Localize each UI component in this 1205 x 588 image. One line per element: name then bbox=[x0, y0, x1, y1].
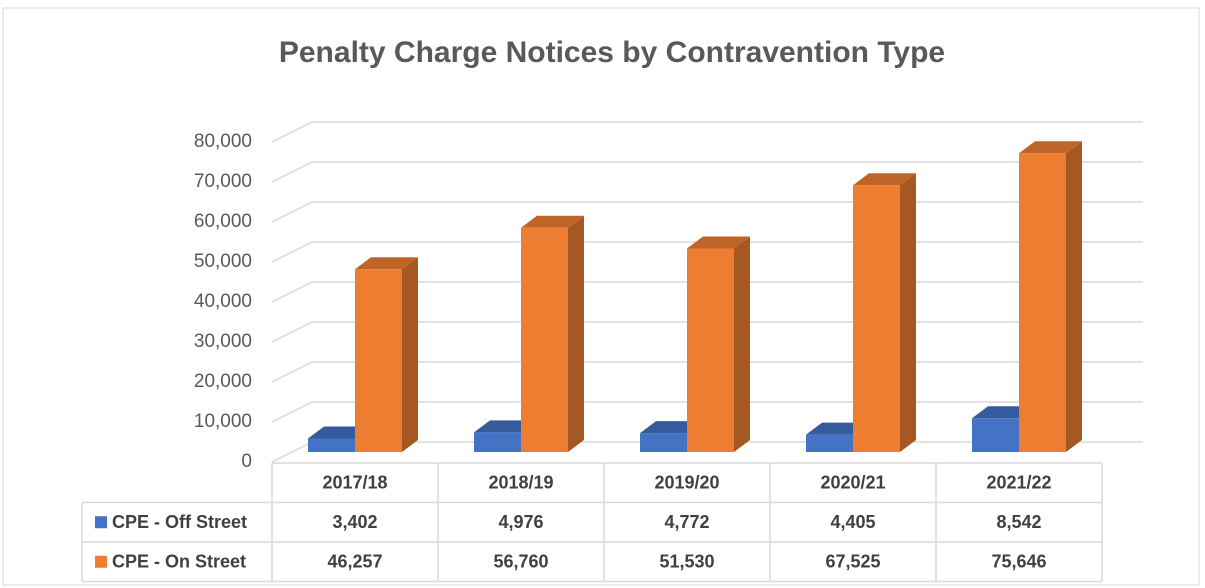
chart-title: Penalty Charge Notices by Contravention … bbox=[279, 36, 945, 69]
y-tick-label: 40,000 bbox=[194, 291, 252, 312]
bar bbox=[687, 236, 750, 452]
bar-front bbox=[853, 185, 900, 452]
bar-front bbox=[355, 269, 402, 452]
bar bbox=[355, 257, 418, 452]
x-tick-label: 2019/20 bbox=[654, 473, 719, 493]
legend-swatch bbox=[95, 555, 107, 568]
y-tick-label: 50,000 bbox=[194, 251, 252, 272]
bar-front bbox=[521, 227, 568, 452]
bar-front bbox=[687, 248, 734, 452]
y-tick-label: 80,000 bbox=[194, 131, 252, 152]
bar bbox=[521, 215, 584, 452]
data-table-value: 46,257 bbox=[327, 552, 382, 572]
bar-side bbox=[402, 257, 418, 452]
grid-line bbox=[271, 161, 1143, 183]
legend-label: CPE - On Street bbox=[112, 552, 246, 572]
data-table-value: 4,772 bbox=[664, 512, 709, 532]
legend-label: CPE - Off Street bbox=[112, 512, 247, 532]
bar-side bbox=[568, 215, 584, 452]
y-tick-label: 60,000 bbox=[194, 211, 252, 232]
data-table-value: 3,402 bbox=[332, 512, 377, 532]
bar-front bbox=[640, 433, 687, 452]
y-tick-label: 0 bbox=[241, 451, 252, 472]
bar bbox=[1019, 141, 1082, 452]
bar-side bbox=[734, 236, 750, 452]
bar-top bbox=[1019, 141, 1082, 154]
bar-top bbox=[853, 173, 916, 186]
data-table-value: 75,646 bbox=[991, 552, 1046, 572]
bar-top bbox=[355, 257, 418, 270]
legend-swatch bbox=[95, 516, 107, 529]
data-table-value: 8,542 bbox=[996, 512, 1041, 532]
data-table-value: 51,530 bbox=[659, 552, 714, 572]
bar-front bbox=[308, 438, 355, 452]
y-tick-label: 10,000 bbox=[194, 411, 252, 432]
y-tick-label: 30,000 bbox=[194, 331, 252, 352]
bar-top bbox=[687, 236, 750, 249]
bar-front bbox=[972, 418, 1019, 452]
bar-top bbox=[521, 215, 584, 228]
data-table-value: 4,976 bbox=[498, 512, 543, 532]
bar-front bbox=[806, 434, 853, 452]
y-tick-label: 70,000 bbox=[194, 171, 252, 192]
bar-side bbox=[1066, 141, 1082, 452]
data-table-value: 4,405 bbox=[830, 512, 875, 532]
chart-frame bbox=[2, 7, 1200, 586]
y-tick-label: 20,000 bbox=[194, 371, 252, 392]
bar bbox=[853, 173, 916, 452]
x-tick-label: 2021/22 bbox=[986, 473, 1051, 493]
x-tick-label: 2018/19 bbox=[488, 473, 553, 493]
x-tick-label: 2020/21 bbox=[820, 473, 885, 493]
bar-side bbox=[900, 173, 916, 452]
bar-front bbox=[1019, 153, 1066, 452]
data-table-value: 67,525 bbox=[825, 552, 880, 572]
data-table-value: 56,760 bbox=[493, 552, 548, 572]
x-tick-label: 2017/18 bbox=[322, 473, 387, 493]
grid-line bbox=[271, 121, 1143, 143]
bar-front bbox=[474, 432, 521, 452]
